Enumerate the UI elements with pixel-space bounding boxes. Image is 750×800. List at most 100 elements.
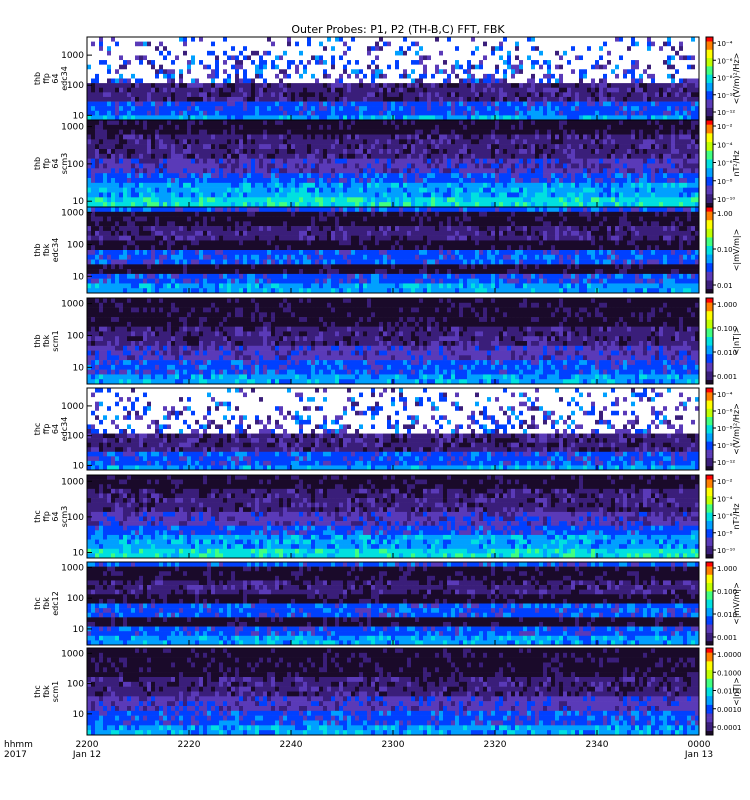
heatmap-cell: [91, 163, 96, 169]
heatmap-cell: [231, 41, 236, 47]
heatmap-cell: [423, 187, 428, 193]
heatmap-cell: [611, 50, 616, 56]
heatmap-cell: [543, 37, 548, 42]
heatmap-cell: [299, 37, 304, 42]
heatmap-cell: [339, 192, 344, 198]
heatmap-cell: [403, 50, 408, 56]
heatmap-cell: [491, 115, 496, 121]
heatmap-cell: [615, 87, 620, 93]
heatmap-cell: [103, 187, 108, 193]
heatmap-cell: [347, 55, 352, 61]
heatmap-cell: [359, 158, 364, 164]
heatmap-cell: [651, 73, 656, 79]
heatmap-cell: [459, 115, 464, 121]
heatmap-cell: [431, 55, 436, 61]
heatmap-cell: [451, 55, 456, 61]
heatmap-cell: [223, 197, 228, 203]
heatmap-cell: [111, 144, 116, 150]
heatmap-cell: [455, 168, 460, 174]
heatmap-cell: [403, 163, 408, 169]
heatmap-cell: [479, 192, 484, 198]
heatmap-cell: [619, 110, 624, 116]
heatmap-cell: [631, 37, 636, 42]
heatmap-cell: [351, 187, 356, 193]
heatmap-cell: [103, 96, 108, 102]
heatmap-cell: [471, 173, 476, 179]
heatmap-cell: [123, 129, 128, 135]
heatmap-cell: [87, 115, 92, 121]
heatmap-cell: [171, 163, 176, 169]
heatmap-cell: [647, 55, 652, 61]
heatmap-cell: [403, 106, 408, 112]
heatmap-cell: [419, 124, 424, 130]
heatmap-cell: [395, 124, 400, 130]
heatmap-cell: [451, 87, 456, 93]
heatmap-cell: [671, 106, 676, 112]
heatmap-cell: [391, 46, 396, 52]
heatmap-cell: [91, 168, 96, 174]
heatmap-cell: [419, 153, 424, 159]
heatmap-cell: [295, 37, 300, 42]
heatmap-cell: [115, 96, 120, 102]
heatmap-cell: [479, 168, 484, 174]
heatmap-cell: [127, 192, 132, 198]
heatmap-cell: [303, 87, 308, 93]
heatmap-cell: [331, 163, 336, 169]
heatmap-cell: [379, 202, 384, 208]
heatmap-cell: [295, 46, 300, 52]
heatmap-cell: [203, 129, 208, 135]
heatmap-cell: [219, 158, 224, 164]
heatmap-cell: [423, 129, 428, 135]
heatmap-cell: [463, 101, 468, 107]
heatmap-cell: [279, 153, 284, 159]
heatmap-cell: [375, 73, 380, 79]
heatmap-cell: [535, 87, 540, 93]
heatmap-cell: [475, 134, 480, 140]
heatmap-cell: [507, 106, 512, 112]
heatmap-cell: [459, 163, 464, 169]
heatmap-cell: [435, 41, 440, 47]
heatmap-cell: [163, 197, 168, 203]
heatmap-cell: [211, 153, 216, 159]
heatmap-cell: [139, 106, 144, 112]
heatmap-cell: [403, 60, 408, 65]
heatmap-cell: [559, 192, 564, 198]
heatmap-cell: [355, 153, 360, 159]
heatmap-cell: [203, 92, 208, 98]
heatmap-cell: [439, 101, 444, 107]
heatmap-cell: [499, 163, 504, 169]
heatmap-cell: [659, 78, 664, 84]
heatmap-cell: [127, 41, 132, 47]
heatmap-cell: [183, 139, 188, 145]
heatmap-cell: [131, 134, 136, 140]
heatmap-cell: [463, 60, 468, 65]
heatmap-cell: [471, 78, 476, 84]
heatmap-cell: [163, 115, 168, 121]
heatmap-cell: [283, 163, 288, 169]
heatmap-cell: [263, 110, 268, 116]
heatmap-cell: [503, 168, 508, 174]
heatmap-cell: [259, 197, 264, 203]
heatmap-cell: [163, 129, 168, 135]
heatmap-cell: [423, 149, 428, 155]
heatmap-cell: [651, 46, 656, 52]
heatmap-cell: [299, 87, 304, 93]
heatmap-cell: [655, 69, 660, 75]
heatmap-cell: [127, 139, 132, 145]
heatmap-cell: [143, 139, 148, 145]
heatmap-cell: [95, 96, 100, 102]
heatmap-cell: [211, 197, 216, 203]
heatmap-cell: [591, 87, 596, 93]
heatmap-cell: [547, 69, 552, 75]
heatmap-cell: [647, 78, 652, 84]
heatmap-cell: [495, 50, 500, 56]
heatmap-cell: [475, 83, 480, 89]
heatmap-cell: [447, 197, 452, 203]
heatmap-cell: [431, 202, 436, 208]
heatmap-cell: [367, 46, 372, 52]
heatmap-cell: [227, 144, 232, 150]
heatmap-cell: [219, 124, 224, 130]
heatmap-cell: [299, 78, 304, 84]
heatmap-cell: [91, 96, 96, 102]
heatmap-cell: [607, 83, 612, 89]
